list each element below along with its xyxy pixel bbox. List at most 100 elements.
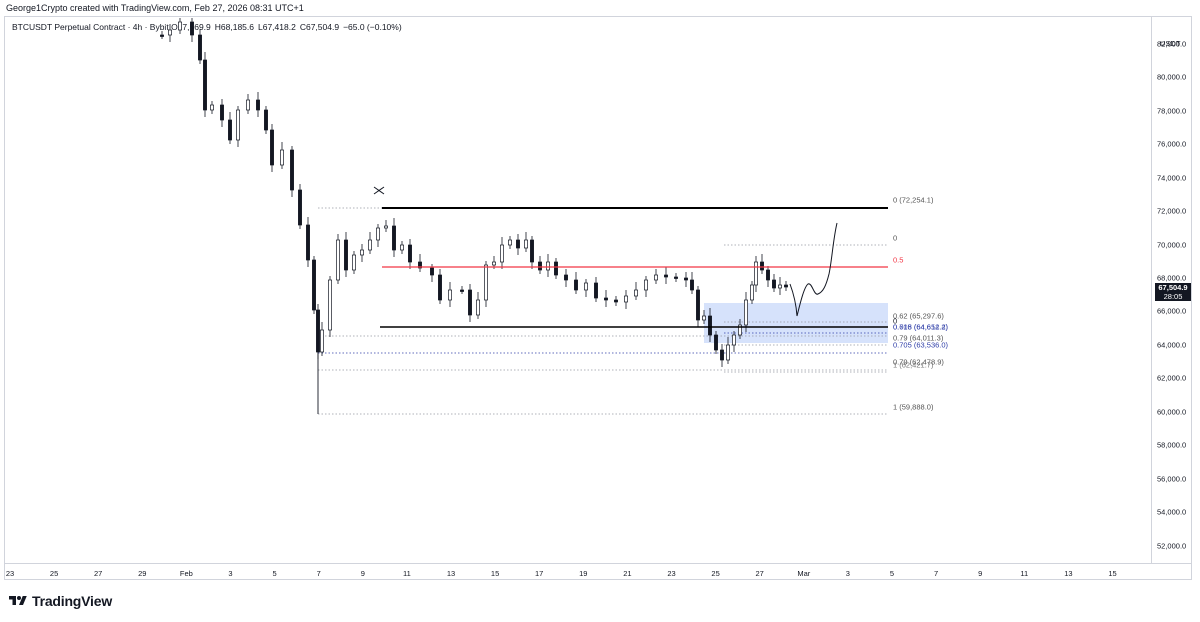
- price-tick: 68,000.0: [1157, 273, 1187, 283]
- candle-body: [246, 99, 250, 111]
- time-tick: 25: [49, 569, 59, 578]
- candle-body: [732, 334, 736, 346]
- candle-body: [418, 261, 422, 269]
- candle-body: [674, 276, 678, 279]
- candle-body: [564, 274, 568, 281]
- candle-body: [438, 274, 442, 301]
- chart-creator-caption: George1Crypto created with TradingView.c…: [6, 3, 304, 13]
- price-tick: 70,000.0: [1157, 240, 1187, 249]
- candle-body: [298, 189, 302, 226]
- candle-body: [328, 279, 332, 331]
- candle-body: [468, 289, 472, 316]
- symbol-title[interactable]: BTCUSDT Perpetual Contract · 4h · Bybit: [12, 22, 169, 32]
- time-tick: Feb: [179, 569, 193, 578]
- price-tick: 56,000.0: [1157, 474, 1187, 484]
- time-tick: 23: [5, 569, 15, 578]
- candle-body: [772, 279, 776, 289]
- candle-body: [508, 239, 512, 246]
- fib-dotted-lines: [318, 207, 888, 415]
- price-tick: 72,000.0: [1157, 206, 1187, 216]
- candle-body: [750, 284, 754, 301]
- last-price-badge: 67,504.9 28:05: [1155, 283, 1191, 301]
- fib-label-705: 0.705 (63,536.0): [893, 340, 949, 350]
- time-tick: 27: [755, 569, 764, 578]
- ohlc-change: −65.0 (−0.10%): [343, 22, 402, 32]
- price-tick: 54,000.0: [1157, 507, 1187, 517]
- fib-label-0: 0 (72,254.1): [893, 195, 934, 205]
- candle-body: [168, 29, 172, 36]
- candle-body: [754, 261, 758, 286]
- price-tick: 60,000.0: [1157, 407, 1187, 417]
- candle-body: [256, 99, 260, 111]
- last-price-value: 67,504.9: [1158, 283, 1188, 292]
- candle-body: [714, 334, 718, 351]
- candle-body: [312, 259, 316, 311]
- fib2-label-0: 0: [893, 233, 898, 243]
- candle-body: [644, 279, 648, 291]
- candle-body: [210, 104, 214, 111]
- candle-body: [384, 225, 388, 229]
- fib2-label-zero: 0: [893, 316, 898, 326]
- candle-body: [203, 59, 207, 111]
- candle-body: [430, 267, 434, 276]
- price-tick: 52,000.0: [1157, 541, 1187, 551]
- candle-body: [524, 239, 528, 249]
- candle-body: [344, 239, 348, 271]
- time-tick: 21: [623, 569, 632, 578]
- candle-body: [264, 109, 268, 131]
- candle-body: [766, 269, 770, 281]
- ohlc-high: H68,185.6: [214, 22, 254, 32]
- projection-path[interactable]: [789, 222, 838, 317]
- chart-frame: [4, 16, 1192, 580]
- candle-body: [492, 261, 496, 266]
- candle-body: [574, 279, 578, 291]
- candle-body: [708, 315, 712, 336]
- candle-body: [306, 224, 310, 261]
- candle-body: [400, 244, 404, 251]
- candle-body: [584, 282, 588, 291]
- candle-body: [684, 277, 688, 281]
- price-tick: 80,000.0: [1157, 72, 1187, 82]
- candle-body: [654, 274, 658, 281]
- candle-body: [778, 284, 782, 289]
- candle-body: [484, 264, 488, 301]
- cross-marker-icon[interactable]: [373, 186, 385, 195]
- candle-body: [664, 274, 668, 278]
- time-tick: 3: [845, 569, 850, 578]
- candle-body: [408, 244, 412, 263]
- candle-body: [702, 315, 706, 321]
- candle-body: [220, 104, 224, 121]
- price-tick: 62,000.0: [1157, 373, 1187, 383]
- tradingview-logo-icon: [9, 596, 27, 605]
- candle-body: [784, 284, 788, 288]
- price-tick: 74,000.0: [1157, 173, 1187, 182]
- fib2-label-079: 0.79 (64,011.3): [893, 333, 944, 343]
- candle-body: [160, 34, 164, 37]
- price-tick: 64,000.0: [1157, 340, 1187, 350]
- candle-body: [546, 261, 550, 271]
- price-tick: 78,000.0: [1157, 106, 1187, 116]
- candle-body: [198, 34, 202, 61]
- price-tick: 82,000.0: [1157, 39, 1187, 49]
- candle-body: [744, 299, 748, 326]
- fib-label-618: 0.618 (64,612.2): [893, 322, 949, 332]
- candle-body: [690, 279, 694, 291]
- candle-body: [634, 289, 638, 297]
- price-axis-unit: USDT: [1160, 39, 1181, 48]
- time-tick: 23: [667, 569, 676, 578]
- fib-label-79: 0.79 (62,478.9): [893, 357, 944, 367]
- time-tick: 25: [711, 569, 720, 578]
- time-tick: 3: [228, 569, 233, 578]
- fib2-label-1: 1 (62,421.7): [893, 360, 934, 370]
- candle-body: [178, 21, 182, 31]
- candle-body: [448, 289, 452, 301]
- candle-body: [376, 227, 380, 241]
- time-tick: 13: [1064, 569, 1073, 578]
- time-tick: 7: [934, 569, 939, 578]
- candle-body: [604, 297, 608, 301]
- candle-body: [720, 349, 724, 361]
- tradingview-brand[interactable]: TradingView: [8, 593, 112, 609]
- time-tick: 9: [978, 569, 983, 578]
- time-tick: 11: [402, 569, 411, 578]
